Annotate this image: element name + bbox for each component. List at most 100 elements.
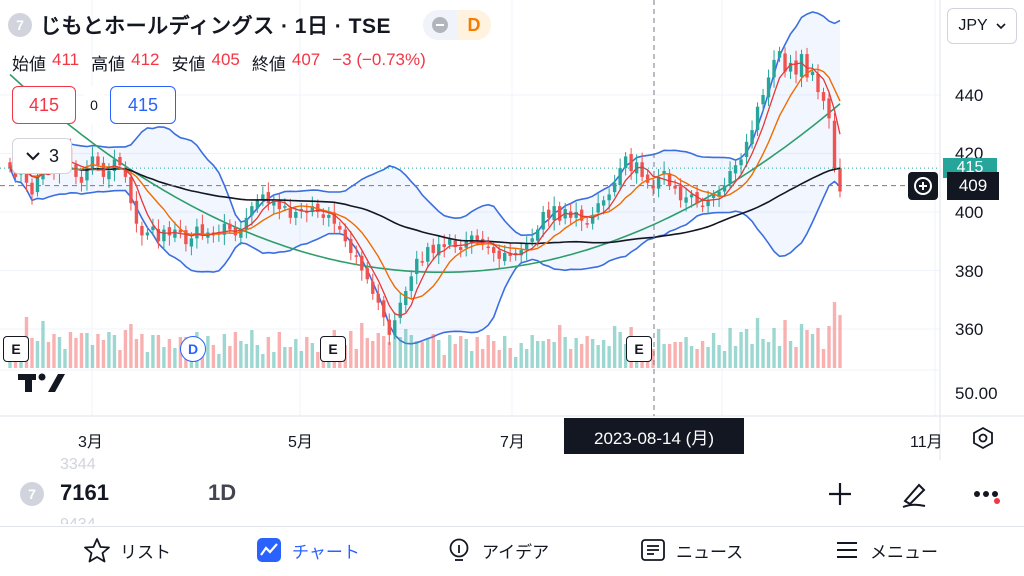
volume-bar bbox=[101, 340, 106, 368]
volume-bar bbox=[250, 330, 254, 368]
tab-ideas[interactable]: アイデア bbox=[446, 535, 549, 565]
volume-bar bbox=[761, 339, 765, 368]
tab-watchlist[interactable]: リスト bbox=[84, 535, 171, 565]
high-value: 412 bbox=[131, 50, 160, 69]
candle-body bbox=[167, 227, 172, 236]
tradingview-logo[interactable] bbox=[18, 372, 66, 401]
candle-body bbox=[222, 223, 227, 235]
candle-body bbox=[255, 200, 260, 209]
candle-body bbox=[239, 229, 243, 238]
candle-body bbox=[376, 293, 380, 303]
lightbulb-icon bbox=[449, 538, 469, 561]
interval-selector[interactable]: 1D bbox=[208, 480, 237, 505]
earnings-event-marker[interactable]: E bbox=[3, 336, 29, 362]
volume-bar bbox=[508, 348, 512, 368]
dividend-event-marker[interactable]: D bbox=[180, 336, 206, 362]
open-value: 411 bbox=[52, 50, 80, 69]
candle-body bbox=[557, 206, 562, 221]
drawing-tools-button[interactable] bbox=[894, 476, 934, 512]
close-label: 終値 bbox=[251, 55, 286, 74]
tab-menu[interactable]: メニュー bbox=[834, 535, 938, 565]
add-indicator-button[interactable] bbox=[820, 476, 860, 512]
chart-area[interactable]: 7 じもとホールディングス · 1日 · TSE D 始値 411 高値 412… bbox=[0, 0, 1024, 460]
candle-body bbox=[200, 224, 205, 236]
volume-bar bbox=[129, 324, 133, 368]
volume-bar bbox=[607, 346, 611, 368]
earnings-event-marker[interactable]: E bbox=[626, 336, 652, 362]
candle-body bbox=[360, 255, 364, 271]
bollinger-band-fill bbox=[10, 12, 840, 344]
chart-settings-button[interactable] bbox=[966, 424, 1000, 452]
symbol-title[interactable]: じもとホールディングス · 1日 · TSE bbox=[40, 15, 391, 38]
volume-bar bbox=[211, 345, 216, 368]
more-options-button[interactable] bbox=[966, 476, 1006, 512]
delayed-data-badge: D bbox=[456, 10, 491, 40]
indicator-count: 3 bbox=[48, 145, 59, 166]
volume-bar bbox=[228, 346, 232, 368]
candle-body bbox=[387, 319, 391, 335]
time-tick: 3月 bbox=[78, 434, 103, 451]
volume-bar bbox=[651, 349, 655, 368]
volume-bar bbox=[162, 347, 166, 368]
volume-bar bbox=[404, 329, 408, 368]
volume-bar bbox=[85, 333, 89, 368]
candle-body bbox=[85, 168, 89, 181]
sell-button[interactable]: 415 bbox=[12, 86, 76, 124]
volume-bar bbox=[459, 336, 463, 368]
candle-body bbox=[805, 54, 809, 78]
volume-bar bbox=[524, 349, 529, 368]
volume-bar bbox=[68, 332, 73, 368]
chevron-down-icon bbox=[26, 152, 40, 161]
candle-body bbox=[750, 130, 754, 145]
adjacent-symbol-above: 3344 bbox=[60, 456, 96, 473]
earnings-event-marker[interactable]: E bbox=[320, 336, 346, 362]
volume-bar bbox=[283, 347, 287, 368]
volume-bar bbox=[272, 352, 276, 368]
ma-60-line bbox=[9, 167, 841, 245]
candle-body bbox=[415, 258, 419, 275]
price-tick: 440 bbox=[955, 86, 984, 105]
price-chart[interactable] bbox=[0, 0, 1024, 460]
candle-body bbox=[821, 92, 826, 101]
candle-body bbox=[645, 174, 650, 183]
candle-body bbox=[288, 208, 293, 218]
add-alert-button[interactable] bbox=[908, 172, 938, 200]
volume-bar bbox=[486, 335, 490, 368]
candle-body bbox=[816, 73, 820, 93]
candle-body bbox=[145, 232, 150, 236]
tab-news[interactable]: ニュース bbox=[640, 535, 743, 565]
candle-body bbox=[772, 59, 776, 78]
candle-body bbox=[607, 194, 611, 201]
volume-bar bbox=[415, 341, 419, 368]
low-value: 405 bbox=[211, 50, 240, 69]
volume-bar bbox=[733, 346, 738, 368]
indicators-toggle-button[interactable]: 3 bbox=[12, 138, 72, 174]
pen-icon bbox=[902, 483, 926, 508]
volume-bar bbox=[365, 338, 369, 368]
tab-chart[interactable]: チャート bbox=[256, 535, 360, 565]
volume-bar bbox=[799, 324, 804, 368]
candle-body bbox=[541, 212, 545, 230]
volume-bar bbox=[772, 328, 776, 368]
buy-button[interactable]: 415 bbox=[110, 86, 176, 124]
volume-bar bbox=[568, 349, 573, 368]
volume-bar bbox=[349, 331, 353, 368]
currency-select[interactable]: JPY bbox=[947, 8, 1017, 44]
volume-bar bbox=[46, 342, 51, 368]
candle-body bbox=[744, 141, 749, 158]
candle-body bbox=[689, 194, 694, 198]
candle-body bbox=[728, 171, 732, 184]
candle-body bbox=[706, 200, 710, 207]
bollinger-lower-line bbox=[9, 167, 841, 345]
market-status-pill[interactable]: D bbox=[422, 10, 491, 40]
change-value: −3 (−0.73%) bbox=[332, 50, 426, 69]
ma-5-line bbox=[9, 62, 841, 317]
candle-body bbox=[475, 235, 479, 242]
symbol-title-row[interactable]: 7 じもとホールディングス · 1日 · TSE D bbox=[8, 8, 491, 42]
symbol-ticker[interactable]: 7161 bbox=[60, 480, 109, 505]
candle-body bbox=[552, 206, 556, 221]
candle-body bbox=[448, 238, 452, 245]
candle-body bbox=[590, 214, 595, 224]
spread-value: 0 bbox=[84, 86, 104, 124]
candle-body bbox=[332, 212, 336, 224]
